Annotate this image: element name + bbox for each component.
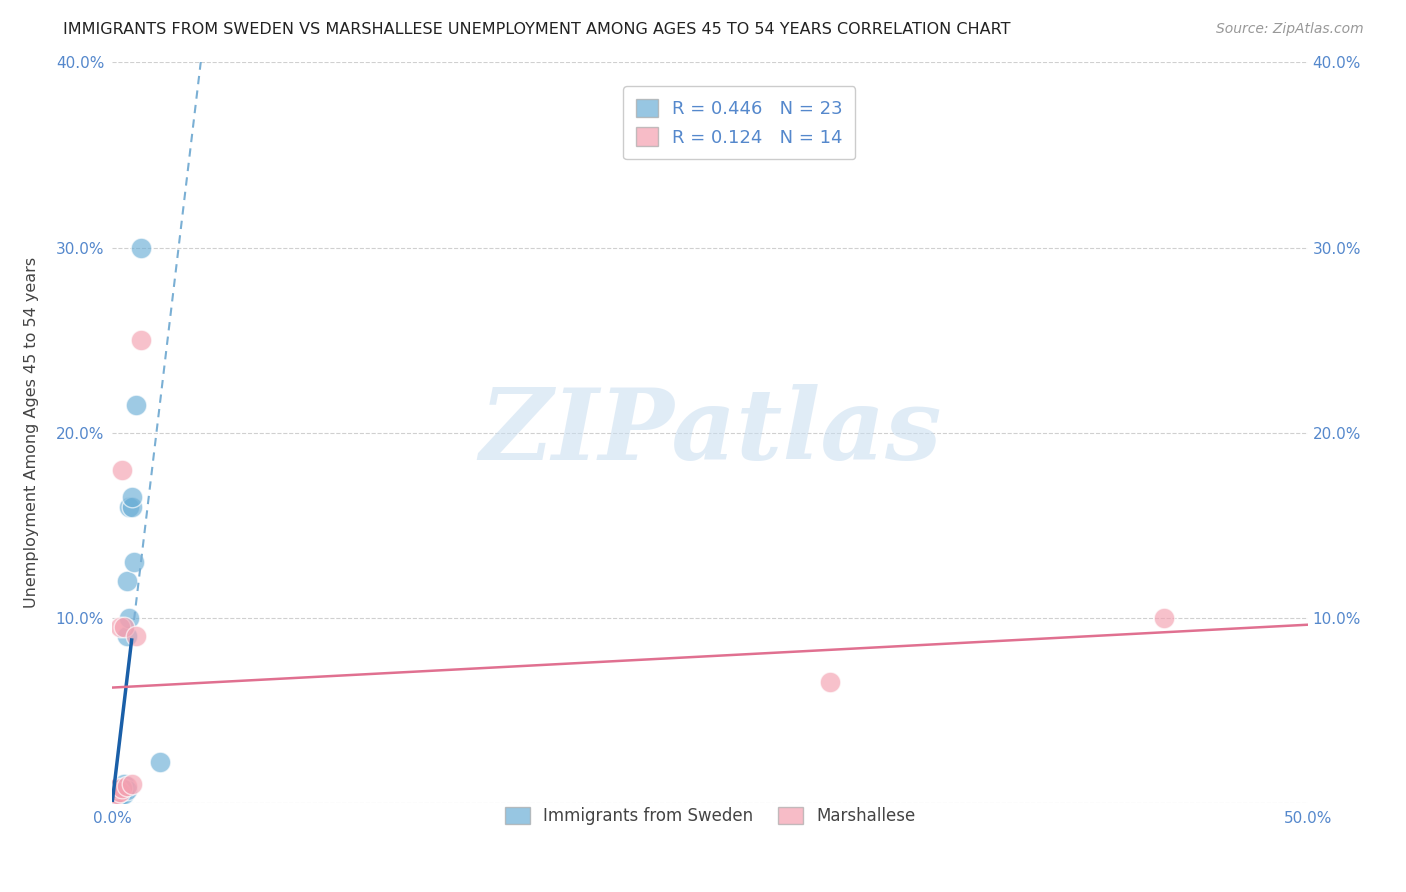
Y-axis label: Unemployment Among Ages 45 to 54 years: Unemployment Among Ages 45 to 54 years [24,257,39,608]
Point [104,787,127,801]
Point [111,780,134,795]
Point [125,629,148,643]
Point [108,785,131,799]
Point [114,787,135,801]
Point [108,785,131,799]
Point [108,789,131,803]
Point [149,755,172,769]
Point [115,574,138,588]
Point [111,782,134,797]
Point [129,333,152,347]
Point [105,780,128,795]
Point [121,500,143,514]
Point [111,780,134,795]
Point [104,787,127,801]
Point [115,779,138,793]
Text: Source: ZipAtlas.com: Source: ZipAtlas.com [1216,22,1364,37]
Legend: Immigrants from Sweden, Marshallese: Immigrants from Sweden, Marshallese [498,800,922,831]
Text: ZIPatlas: ZIPatlas [479,384,941,481]
Point [115,782,138,797]
Point [818,675,841,690]
Point [121,491,143,505]
Point [105,787,128,801]
Point [105,787,128,801]
Point [108,787,131,801]
Point [114,777,135,791]
Point [121,777,143,791]
Point [122,555,145,569]
Point [125,398,148,412]
Point [115,629,138,643]
Point [1153,610,1175,624]
Point [111,462,134,476]
Point [111,787,134,801]
Point [108,620,131,634]
Point [129,240,152,255]
Text: IMMIGRANTS FROM SWEDEN VS MARSHALLESE UNEMPLOYMENT AMONG AGES 45 TO 54 YEARS COR: IMMIGRANTS FROM SWEDEN VS MARSHALLESE UN… [63,22,1011,37]
Point [118,500,141,514]
Point [114,620,135,634]
Point [114,782,135,797]
Point [118,610,141,624]
Point [105,780,128,795]
